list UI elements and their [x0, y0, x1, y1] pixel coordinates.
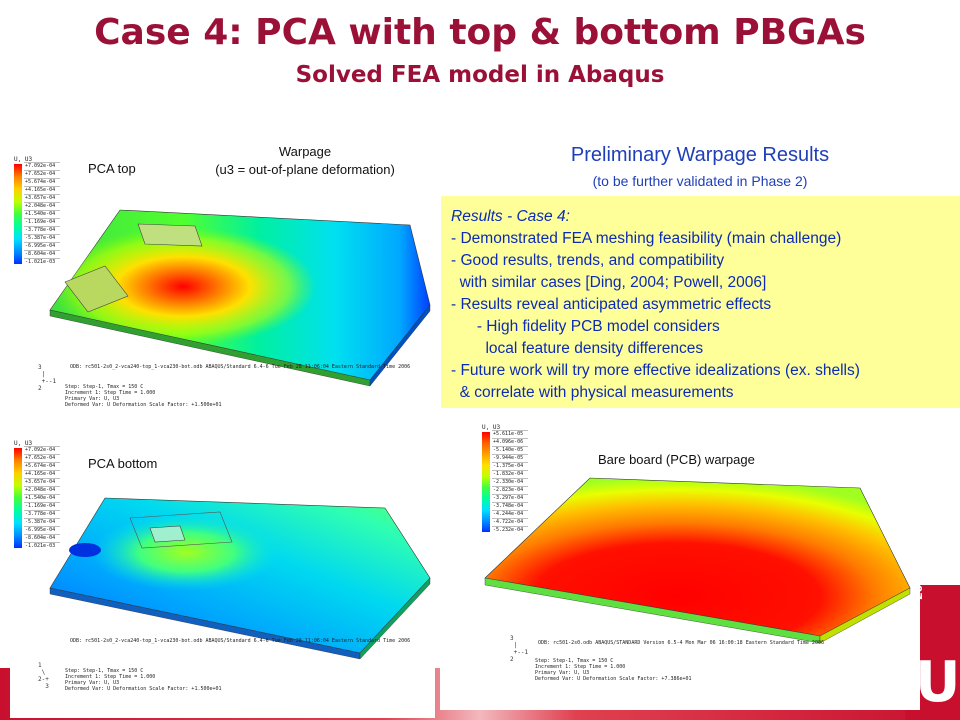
legend-value: +2.048e-04 [25, 487, 56, 493]
results-subheading: (to be further validated in Phase 2) [592, 173, 808, 189]
legend-value: -1.021e-03 [25, 259, 56, 265]
slide-subtitle: Solved FEA model in Abaqus [295, 62, 665, 88]
legend-value: -1.169e-04 [25, 219, 56, 225]
legend-value: +2.048e-04 [25, 203, 56, 209]
pca-bottom-step-line: Deformed Var: U Deformation Scale Factor… [65, 686, 222, 692]
legend-value: -6.995e-04 [25, 527, 56, 533]
pca-top-step-line: Increment 1: Step Time = 1.000 [65, 390, 156, 396]
warpage-caption-line2: (u3 = out-of-plane deformation) [215, 162, 395, 177]
legend-value: -1.375e-04 [493, 463, 524, 469]
pca-bottom-odb-line: ODB: rc501-2s0_2-vca240-top_1-vca230-bot… [70, 638, 411, 644]
legend-value: -3.748e-04 [493, 503, 524, 509]
legend-value: +7.652e-04 [25, 455, 56, 461]
pca-top-step-line: Step: Step-1, Tmax = 150 C [65, 384, 144, 390]
pca-top-panel: U, U3 +7.092e-04 +7.652e-04 +5.674e-04 +4.1… [10, 128, 440, 408]
legend-value: +7.092e-04 [25, 163, 56, 169]
pca-top-step-line: Deformed Var: U Deformation Scale Factor… [65, 402, 222, 408]
legend-value: -5.387e-04 [25, 519, 56, 525]
results-heading: Preliminary Warpage Results [570, 144, 830, 166]
legend-value: +4.165e-04 [25, 471, 56, 477]
pca-bottom-contour-plot [49, 497, 431, 660]
legend-value: -5.140e-05 [493, 447, 524, 453]
bare-board-panel: U, U3 +5.611e-05 +4.096e-06 -5.140e-05 -9.9… [440, 410, 920, 710]
legend-value: +3.657e-04 [25, 195, 56, 201]
legend-value: -9.944e-05 [493, 455, 524, 461]
legend-value: -5.387e-04 [25, 235, 56, 241]
pca-bottom-step-line: Primary Var: U, U3 [65, 680, 120, 686]
legend-value: +5.674e-04 [25, 463, 56, 469]
bare-board-contour-plot [484, 477, 911, 644]
results-line: - High fidelity PCB model considers [451, 318, 720, 335]
legend-value: -2.330e-04 [493, 479, 524, 485]
bare-board-step-line: Deformed Var: U Deformation Scale Factor… [535, 676, 692, 682]
legend-value: +7.652e-04 [25, 171, 56, 177]
results-line: - Future work will try more effective id… [451, 362, 860, 379]
legend-value: -6.995e-04 [25, 243, 56, 249]
results-line: Results - Case 4: [451, 208, 570, 225]
legend-value: +4.096e-06 [493, 439, 524, 445]
legend-title: U, U3 [14, 440, 33, 447]
results-line: - Demonstrated FEA meshing feasibility (… [451, 230, 842, 247]
legend-value: -3.778e-04 [25, 227, 56, 233]
axis-triad-icon: 3 | +--1 2 [510, 635, 529, 663]
legend-value: -1.169e-04 [25, 503, 56, 509]
bare-board-label: Bare board (PCB) warpage [598, 452, 755, 467]
results-line: & correlate with physical measurements [451, 384, 734, 401]
legend-value: +1.540e-04 [25, 495, 56, 501]
axis-triad-icon: 1 \ 2-+ 3 [38, 662, 49, 690]
bare-board-step-line: Increment 1: Step Time = 1.000 [535, 664, 626, 670]
results-box: Results - Case 4: - Demonstrated FEA mes… [441, 196, 960, 408]
legend-value: -4.722e-04 [493, 519, 524, 525]
legend-value: +3.657e-04 [25, 479, 56, 485]
legend-value: -2.823e-04 [493, 487, 524, 493]
legend-value: -3.297e-04 [493, 495, 524, 501]
legend-value: -8.604e-04 [25, 535, 56, 541]
pca-top-step-line: Primary Var: U, U3 [65, 396, 120, 402]
legend-value: +5.611e-05 [493, 431, 524, 437]
results-line: local feature density differences [451, 340, 704, 357]
bare-board-odb-line: ODB: rc501-2s0.odb ABAQUS/STANDARD Versi… [538, 640, 824, 646]
legend-color-bar [482, 432, 490, 532]
pca-top-odb-line: ODB: rc501-2s0_2-vca240-top_1-vca230-bot… [70, 364, 411, 370]
legend-value: +4.165e-04 [25, 187, 56, 193]
legend-color-bar [14, 448, 22, 548]
bare-board-step-line: Step: Step-1, Tmax = 150 C [535, 658, 614, 664]
legend-value: -1.021e-03 [25, 543, 56, 549]
slide-title: Case 4: PCA with top & bottom PBGAs [94, 12, 866, 53]
pca-bottom-step-line: Increment 1: Step Time = 1.000 [65, 674, 156, 680]
warpage-caption-line1: Warpage [278, 144, 332, 159]
pca-top-contour-plot [49, 209, 431, 387]
results-line: - Good results, trends, and compatibilit… [451, 252, 725, 269]
legend-value: -5.232e-04 [493, 527, 524, 533]
legend-title: U, U3 [482, 424, 501, 431]
axis-triad-icon: 3 | +--1 2 [38, 364, 57, 392]
corner-logo-letter: U [915, 650, 960, 715]
results-line: - Results reveal anticipated asymmetric … [451, 296, 772, 313]
legend-value: +5.674e-04 [25, 179, 56, 185]
pca-top-label: PCA top [88, 161, 136, 176]
legend-value: -1.832e-04 [493, 471, 524, 477]
pca-bottom-label: PCA bottom [88, 456, 158, 471]
legend-title: U, U3 [14, 156, 33, 163]
legend-value: -4.244e-04 [493, 511, 524, 517]
pca-bottom-step-line: Step: Step-1, Tmax = 150 C [65, 668, 144, 674]
legend-value: -8.604e-04 [25, 251, 56, 257]
legend-value: -3.778e-04 [25, 511, 56, 517]
legend-color-bar [14, 164, 22, 264]
bare-board-step-line: Primary Var: U, U3 [535, 670, 590, 676]
legend-value: +1.540e-04 [25, 211, 56, 217]
pca-bottom-panel: U, U3 +7.092e-04 +7.652e-04 +5.674e-04 +4.1… [10, 418, 435, 718]
results-line: with similar cases [Ding, 2004; Powell, … [451, 274, 767, 291]
legend-value: +7.092e-04 [25, 447, 56, 453]
